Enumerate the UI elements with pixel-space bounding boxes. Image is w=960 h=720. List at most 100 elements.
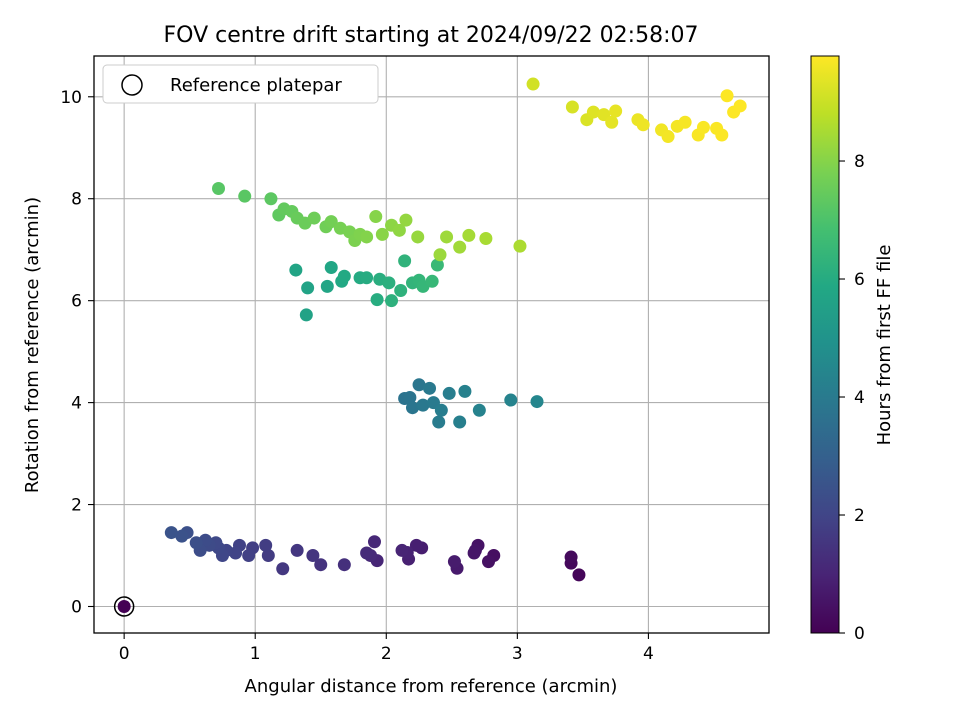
data-point	[696, 120, 710, 134]
data-point	[175, 529, 189, 543]
data-point	[733, 99, 747, 113]
data-point	[605, 115, 619, 129]
chart-title: FOV centre drift starting at 2024/09/22 …	[164, 23, 699, 48]
data-point	[360, 546, 374, 560]
colorbar: 0 2 4 6 8 Hours from first FF file	[810, 55, 895, 644]
data-point	[360, 230, 374, 244]
y-tick-label: 0	[71, 597, 82, 617]
x-tick-label: 3	[512, 644, 523, 664]
data-point	[324, 215, 338, 229]
data-point	[369, 210, 383, 224]
legend: Reference platepar	[102, 64, 379, 104]
data-point	[398, 254, 412, 268]
data-point	[385, 294, 399, 308]
x-tick-label: 1	[250, 644, 261, 664]
data-point	[453, 415, 467, 429]
data-point	[395, 543, 409, 557]
data-point	[314, 558, 328, 572]
y-tick-label: 10	[60, 88, 82, 108]
data-point	[462, 228, 476, 242]
data-point	[394, 283, 408, 297]
data-point	[324, 261, 338, 275]
data-point	[447, 555, 461, 569]
y-tick-label: 2	[71, 496, 82, 516]
colorbar-tick-label: 0	[854, 624, 865, 644]
data-point	[720, 89, 734, 103]
data-point	[458, 384, 472, 398]
colorbar-tick-label: 8	[854, 152, 865, 172]
data-point	[440, 230, 454, 244]
data-point	[482, 555, 496, 569]
colorbar-ticks: 0 2 4 6 8	[839, 152, 865, 644]
data-point	[289, 263, 303, 277]
data-point	[306, 549, 320, 563]
data-points	[113, 77, 747, 617]
x-tick-label: 4	[643, 644, 654, 664]
data-point	[337, 269, 351, 283]
data-point	[290, 543, 304, 557]
data-point	[572, 568, 586, 582]
y-tick-label: 4	[71, 394, 82, 414]
legend-reference-marker	[121, 74, 143, 96]
data-point	[565, 100, 579, 114]
data-point	[212, 182, 226, 196]
data-point	[307, 211, 321, 225]
colorbar-tick-label: 4	[854, 388, 865, 408]
y-axis-ticks: 0 2 4 6 8 10	[60, 88, 94, 617]
data-point	[526, 77, 540, 91]
data-point	[472, 403, 486, 417]
data-point	[504, 393, 518, 407]
data-point	[259, 538, 273, 552]
data-point	[416, 398, 430, 412]
data-point	[423, 381, 437, 395]
data-point	[453, 240, 467, 254]
data-point	[189, 536, 203, 550]
data-point	[467, 546, 481, 560]
legend-entry: Reference platepar	[170, 75, 342, 96]
data-point	[405, 401, 419, 415]
data-point	[425, 274, 439, 288]
data-point	[320, 279, 334, 293]
data-point	[442, 386, 456, 400]
data-point	[678, 115, 692, 129]
colorbar-tick-label: 6	[854, 270, 865, 290]
reference-marker	[113, 596, 135, 617]
data-point	[382, 276, 396, 290]
x-axis-label: Angular distance from reference (arcmin)	[245, 676, 618, 697]
data-point	[117, 599, 131, 613]
data-point	[264, 192, 278, 206]
colorbar-tick-label: 2	[854, 506, 865, 526]
y-tick-label: 6	[71, 292, 82, 312]
data-point	[433, 248, 447, 262]
data-point	[337, 558, 351, 572]
data-point	[164, 526, 178, 540]
data-point	[242, 549, 256, 563]
data-point	[276, 562, 290, 576]
data-point	[530, 395, 544, 409]
data-point	[261, 549, 275, 563]
data-point	[370, 293, 384, 307]
data-point	[399, 213, 413, 227]
data-point	[432, 415, 446, 429]
colorbar-label: Hours from first FF file	[874, 245, 895, 446]
legend-box	[102, 64, 379, 104]
x-tick-label: 2	[381, 644, 392, 664]
data-point	[513, 239, 527, 253]
data-point	[299, 308, 313, 322]
data-point	[301, 281, 315, 295]
x-axis-ticks: 0 1 2 3 4	[119, 633, 654, 664]
data-point	[412, 378, 426, 392]
data-point	[411, 230, 425, 244]
data-point	[609, 104, 623, 118]
data-point	[636, 118, 650, 132]
data-point	[409, 538, 423, 552]
data-point	[434, 403, 448, 417]
plot-frame	[93, 55, 770, 634]
data-point	[392, 223, 406, 237]
data-point	[661, 130, 675, 144]
colorbar-gradient	[810, 55, 840, 634]
data-point	[403, 391, 417, 405]
data-point	[479, 231, 493, 245]
data-point	[564, 550, 578, 564]
